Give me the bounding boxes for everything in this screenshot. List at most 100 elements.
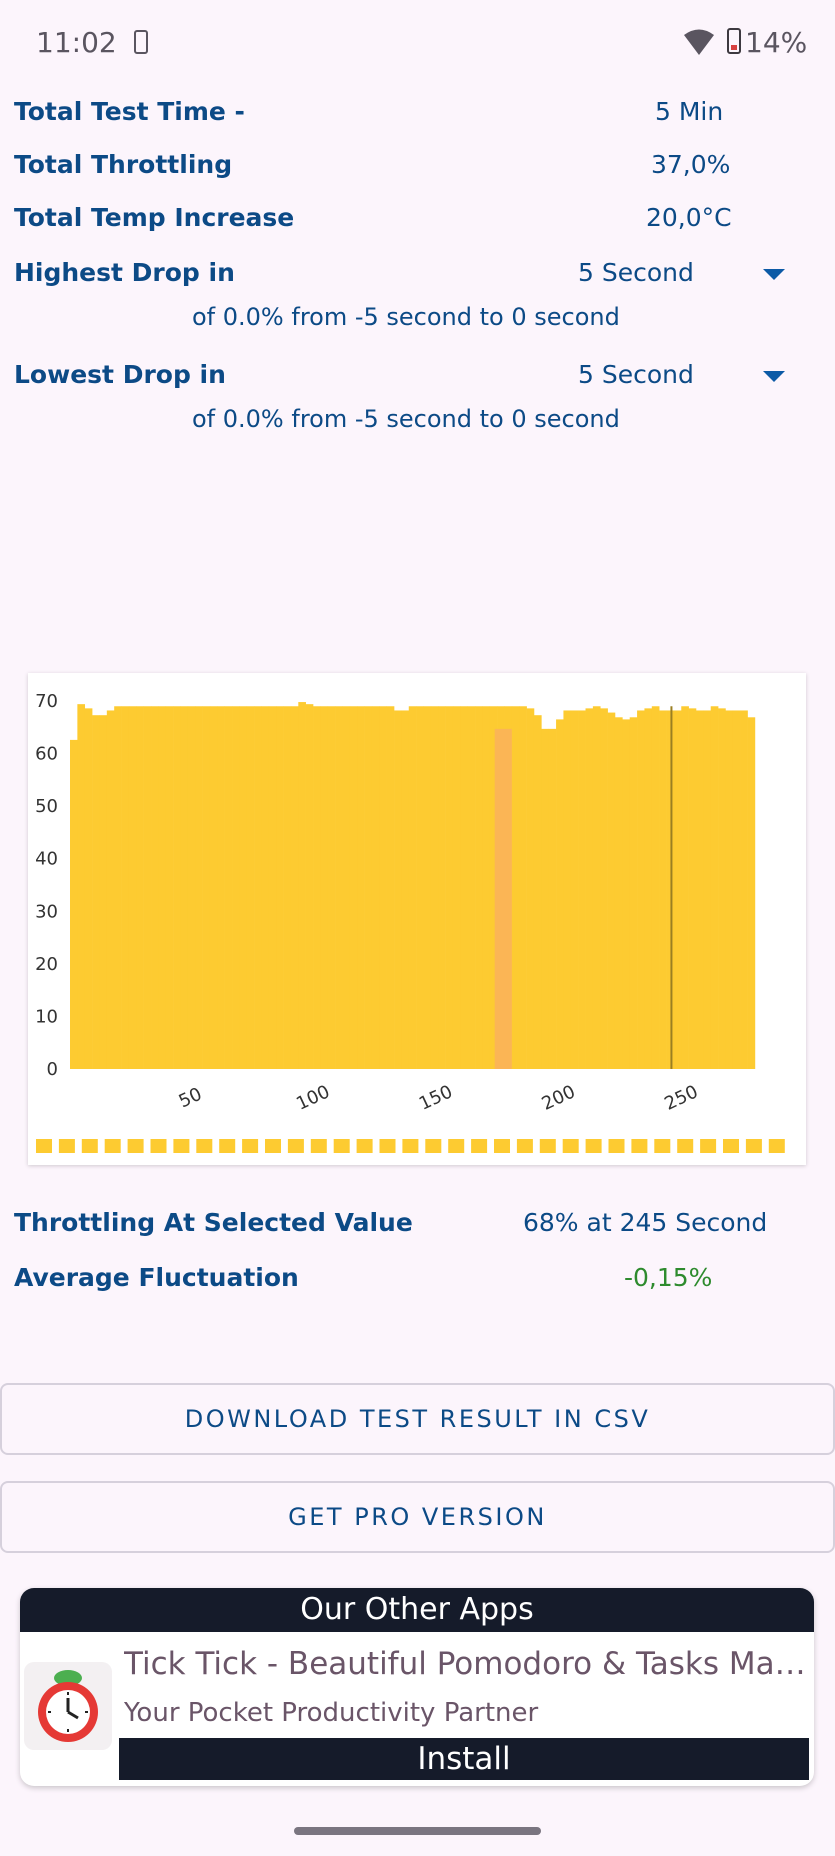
chart-bar[interactable] <box>556 719 564 1069</box>
chart-bar[interactable] <box>320 706 329 1069</box>
chart-bar[interactable] <box>541 728 549 1069</box>
chart-bar[interactable] <box>423 706 432 1069</box>
chart-bar[interactable] <box>475 706 483 1069</box>
scrollbar-segment[interactable] <box>287 1139 304 1153</box>
chart-bar[interactable] <box>533 715 542 1069</box>
chart-bar[interactable] <box>438 706 446 1069</box>
chart-bar[interactable] <box>416 706 424 1069</box>
scrollbar-segment[interactable] <box>494 1139 510 1153</box>
chart-bar[interactable] <box>283 706 292 1069</box>
chart-bar[interactable] <box>578 710 586 1069</box>
chart-bar[interactable] <box>70 739 78 1069</box>
scrollbar-segment[interactable] <box>196 1139 213 1153</box>
chart-bar[interactable] <box>460 706 468 1069</box>
chart-bar[interactable] <box>342 706 351 1069</box>
chart-bar[interactable] <box>224 706 233 1069</box>
scrollbar-segment[interactable] <box>516 1139 533 1153</box>
chart-bar[interactable] <box>261 706 270 1069</box>
scrollbar-segment[interactable] <box>562 1139 579 1153</box>
scrollbar-segment[interactable] <box>173 1139 190 1153</box>
chart-bar[interactable] <box>121 706 130 1069</box>
chart-bar[interactable] <box>732 710 741 1069</box>
scrollbar-segment[interactable] <box>379 1139 396 1153</box>
scrollbar-segment[interactable] <box>608 1139 625 1153</box>
app-icon-container[interactable] <box>24 1662 112 1750</box>
chart-bar[interactable] <box>268 706 277 1069</box>
chart-bar[interactable] <box>570 710 579 1069</box>
scrollbar-segment[interactable] <box>81 1139 98 1153</box>
chart-bar[interactable] <box>703 710 712 1069</box>
lowest-drop-dropdown[interactable]: 5 Second <box>570 354 800 398</box>
chart-bar[interactable] <box>695 710 704 1069</box>
chart-bar[interactable] <box>526 708 535 1069</box>
chart-bar[interactable] <box>357 706 365 1069</box>
chart-bar[interactable] <box>489 706 498 1069</box>
chart-bar[interactable] <box>276 706 284 1069</box>
scrollbar-segment[interactable] <box>356 1139 373 1153</box>
chart-bar[interactable] <box>452 706 461 1069</box>
chart-bar[interactable] <box>106 710 115 1069</box>
scrollbar-segment[interactable] <box>36 1139 52 1153</box>
chart-bar[interactable] <box>614 717 623 1069</box>
highest-drop-dropdown[interactable]: 5 Second <box>570 252 800 296</box>
scrollbar-segment[interactable] <box>58 1139 75 1153</box>
chart-bar[interactable] <box>202 706 211 1069</box>
chart-bar[interactable] <box>136 706 144 1069</box>
chart-bar[interactable] <box>364 706 373 1069</box>
chart-bar[interactable] <box>592 706 601 1069</box>
scrollbar-segment[interactable] <box>127 1139 144 1153</box>
scrollbar-segment[interactable] <box>585 1139 602 1153</box>
chart-bar[interactable] <box>128 706 137 1069</box>
chart-bar[interactable] <box>313 706 321 1069</box>
chart-bar[interactable] <box>77 704 86 1069</box>
scrollbar-segment[interactable] <box>768 1139 785 1153</box>
chart-bar[interactable] <box>394 710 402 1069</box>
chart-bar[interactable] <box>327 706 336 1069</box>
chart-bar[interactable] <box>563 710 572 1069</box>
chart-bar[interactable] <box>254 706 262 1069</box>
chart-bar[interactable] <box>143 706 152 1069</box>
chart-bar[interactable] <box>114 706 122 1069</box>
chart-bar[interactable] <box>217 706 225 1069</box>
chart-bar[interactable] <box>298 702 306 1069</box>
scrollbar-segment[interactable] <box>677 1139 694 1153</box>
scrollbar-segment[interactable] <box>265 1139 281 1153</box>
chart-bar[interactable] <box>467 706 476 1069</box>
chart-bar[interactable] <box>180 706 189 1069</box>
chart-bar[interactable] <box>187 706 196 1069</box>
scrollbar-segment[interactable] <box>471 1139 488 1153</box>
get-pro-button[interactable]: GET PRO VERSION <box>0 1481 835 1553</box>
chart-bar[interactable] <box>519 706 527 1069</box>
chart-bar[interactable] <box>173 706 181 1069</box>
scrollbar-segment[interactable] <box>448 1139 465 1153</box>
scrollbar-segment[interactable] <box>242 1139 259 1153</box>
chart-bar[interactable] <box>349 706 358 1069</box>
chart-bar[interactable] <box>666 710 675 1069</box>
chart-bar[interactable] <box>239 706 248 1069</box>
chart-bar[interactable] <box>718 708 726 1069</box>
chart-bar[interactable] <box>158 706 167 1069</box>
throttling-bar-chart[interactable]: 0 10 20 30 40 50 60 70 50 100 150 200 250 <box>28 673 806 1165</box>
chart-bar[interactable] <box>445 706 454 1069</box>
scrollbar-segment[interactable] <box>333 1139 350 1153</box>
scrollbar-segment[interactable] <box>654 1139 671 1153</box>
scrollbar-segment[interactable] <box>425 1139 442 1153</box>
chart-bar[interactable] <box>99 715 108 1069</box>
chart-bar[interactable] <box>637 710 645 1069</box>
chart-bar[interactable] <box>622 719 631 1069</box>
scrollbar-segment[interactable] <box>219 1139 236 1153</box>
scrollbar-segment[interactable] <box>539 1139 556 1153</box>
chart-bar[interactable] <box>629 717 638 1069</box>
chart-bar[interactable] <box>232 706 240 1069</box>
chart-scrollbar[interactable] <box>36 1139 785 1153</box>
chart-bar[interactable] <box>408 706 417 1069</box>
scrollbar-segment[interactable] <box>150 1139 167 1153</box>
chart-bar[interactable] <box>688 708 697 1069</box>
chart-bar[interactable] <box>585 708 594 1069</box>
scrollbar-segment[interactable] <box>402 1139 419 1153</box>
chart-bar[interactable] <box>386 706 395 1069</box>
chart-bar[interactable] <box>371 706 380 1069</box>
chart-bar[interactable] <box>600 708 608 1069</box>
chart-bar[interactable] <box>195 706 203 1069</box>
chart-bar[interactable] <box>482 706 491 1069</box>
